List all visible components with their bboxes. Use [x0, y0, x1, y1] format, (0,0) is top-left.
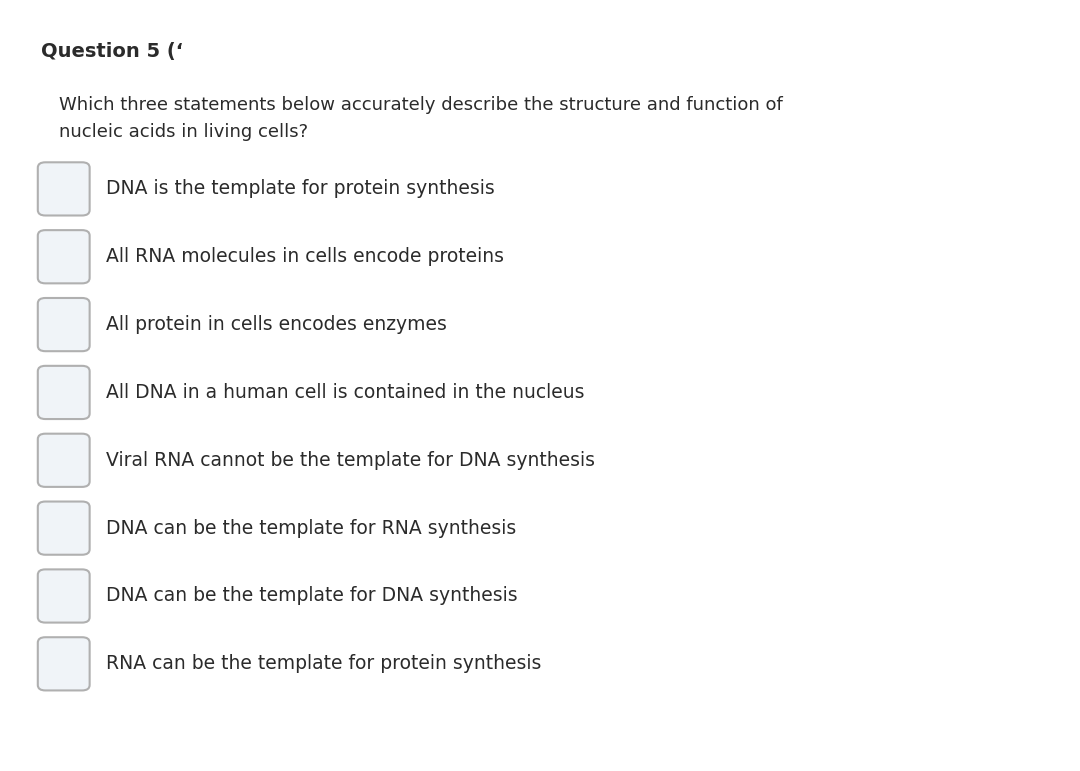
Text: Which three statements below accurately describe the structure and function of
n: Which three statements below accurately …: [59, 96, 783, 141]
Text: Question 5 (‘: Question 5 (‘: [41, 42, 184, 62]
FancyBboxPatch shape: [38, 501, 90, 555]
FancyBboxPatch shape: [38, 298, 90, 352]
Text: All protein in cells encodes enzymes: All protein in cells encodes enzymes: [106, 315, 447, 334]
Text: DNA can be the template for DNA synthesis: DNA can be the template for DNA synthesi…: [106, 587, 517, 605]
FancyBboxPatch shape: [38, 569, 90, 623]
Text: All DNA in a human cell is contained in the nucleus: All DNA in a human cell is contained in …: [106, 383, 584, 402]
FancyBboxPatch shape: [38, 162, 90, 216]
Text: DNA can be the template for RNA synthesis: DNA can be the template for RNA synthesi…: [106, 519, 516, 537]
Text: All RNA molecules in cells encode proteins: All RNA molecules in cells encode protei…: [106, 247, 504, 266]
Text: Viral RNA cannot be the template for DNA synthesis: Viral RNA cannot be the template for DNA…: [106, 451, 595, 470]
FancyBboxPatch shape: [38, 231, 90, 283]
Text: RNA can be the template for protein synthesis: RNA can be the template for protein synt…: [106, 655, 541, 673]
FancyBboxPatch shape: [38, 366, 90, 419]
FancyBboxPatch shape: [38, 433, 90, 487]
Text: DNA is the template for protein synthesis: DNA is the template for protein synthesi…: [106, 180, 495, 198]
FancyBboxPatch shape: [38, 637, 90, 691]
